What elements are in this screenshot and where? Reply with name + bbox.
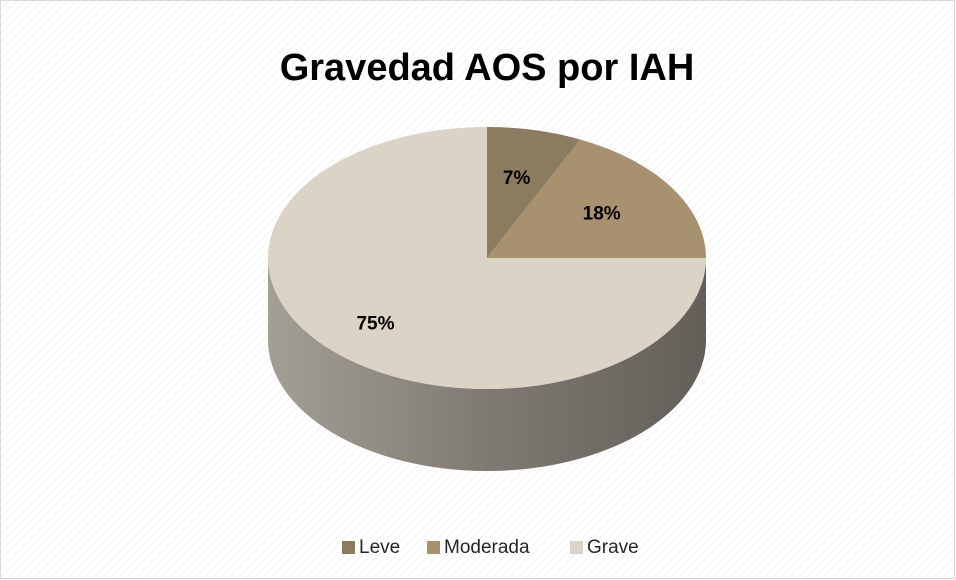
chart-title: Gravedad AOS por IAH: [280, 47, 695, 89]
pie: 7% 18% 75%: [268, 127, 706, 471]
slice: [487, 127, 581, 258]
slice: [268, 127, 706, 389]
slice-side-shade: [268, 258, 706, 471]
legend-swatch: [342, 541, 355, 554]
legend-swatch: [427, 541, 440, 554]
legend-label: Grave: [587, 537, 639, 558]
data-label: 7%: [503, 168, 531, 189]
legend-label: Moderada: [444, 537, 530, 558]
legend: Leve Moderada Grave: [342, 537, 639, 558]
legend-swatch: [570, 541, 583, 554]
data-label: 75%: [356, 314, 394, 335]
data-label: 18%: [583, 203, 621, 224]
slice: [487, 139, 706, 258]
legend-label: Leve: [359, 537, 400, 558]
